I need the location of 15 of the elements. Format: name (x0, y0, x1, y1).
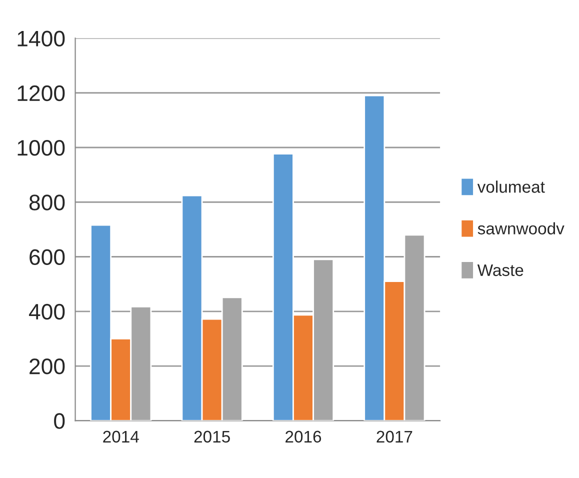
y-tick-label: 600 (30, 249, 65, 266)
x-tick-label: 2017 (376, 430, 412, 443)
y-tick-label: 1000 (18, 140, 65, 156)
x-tick-label: 2015 (194, 430, 230, 443)
y-tick-label: 200 (30, 358, 65, 374)
x-tick-label: 2014 (103, 430, 139, 443)
y-tick-label: 1200 (18, 85, 65, 102)
x-tick-label: 2016 (286, 430, 322, 443)
legend-label: volumeat (477, 180, 545, 193)
y-tick-label: 0 (54, 413, 65, 429)
y-tick-label: 1400 (18, 30, 65, 47)
y-tick-label: 800 (29, 194, 65, 210)
legend-label: Waste (477, 264, 524, 276)
y-tick-label: 400 (28, 304, 65, 320)
legend-label: sawnwoodv (478, 222, 564, 234)
